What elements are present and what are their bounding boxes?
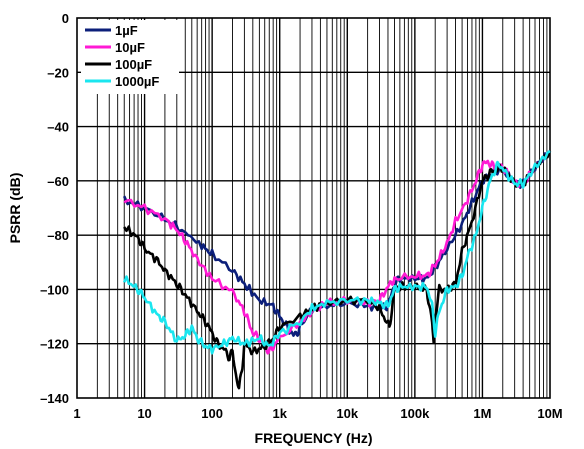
x-tick-label: 10M [537, 406, 562, 421]
series-line-3 [122, 149, 551, 355]
legend-label: 100µF [115, 57, 152, 72]
y-tick-label: 0 [62, 11, 69, 26]
series-line-2 [123, 150, 552, 390]
x-tick-label: 1 [73, 406, 80, 421]
x-tick-label: 10k [336, 406, 358, 421]
y-tick-label: –80 [47, 228, 69, 243]
y-tick-label: –100 [40, 282, 69, 297]
y-tick-label: –60 [47, 174, 69, 189]
x-tick-label: 100 [201, 406, 223, 421]
y-axis-title: PSRR (dB) [7, 173, 23, 244]
y-tick-label: –20 [47, 65, 69, 80]
x-tick-labels: 1 10 100 1k 10k 100k 1M 10M [73, 406, 562, 421]
y-tick-labels: 0 –20 –40 –60 –80 –100 –120 –140 [40, 11, 69, 406]
legend-label: 1µF [115, 23, 138, 38]
x-tick-label: 100k [400, 406, 430, 421]
y-tick-label: –140 [40, 391, 69, 406]
x-tick-label: 10 [137, 406, 151, 421]
x-tick-label: 1k [272, 406, 287, 421]
series-layer [122, 149, 552, 390]
plot-border [76, 17, 551, 399]
x-tick-label: 1M [473, 406, 491, 421]
legend: 1µF 10µF 100µF 1000µF [81, 20, 179, 94]
y-tick-label: –40 [47, 120, 69, 135]
legend-label: 10µF [115, 40, 145, 55]
legend-label: 1000µF [115, 74, 159, 89]
y-tick-label: –120 [40, 337, 69, 352]
x-axis-title: FREQUENCY (Hz) [255, 430, 373, 446]
